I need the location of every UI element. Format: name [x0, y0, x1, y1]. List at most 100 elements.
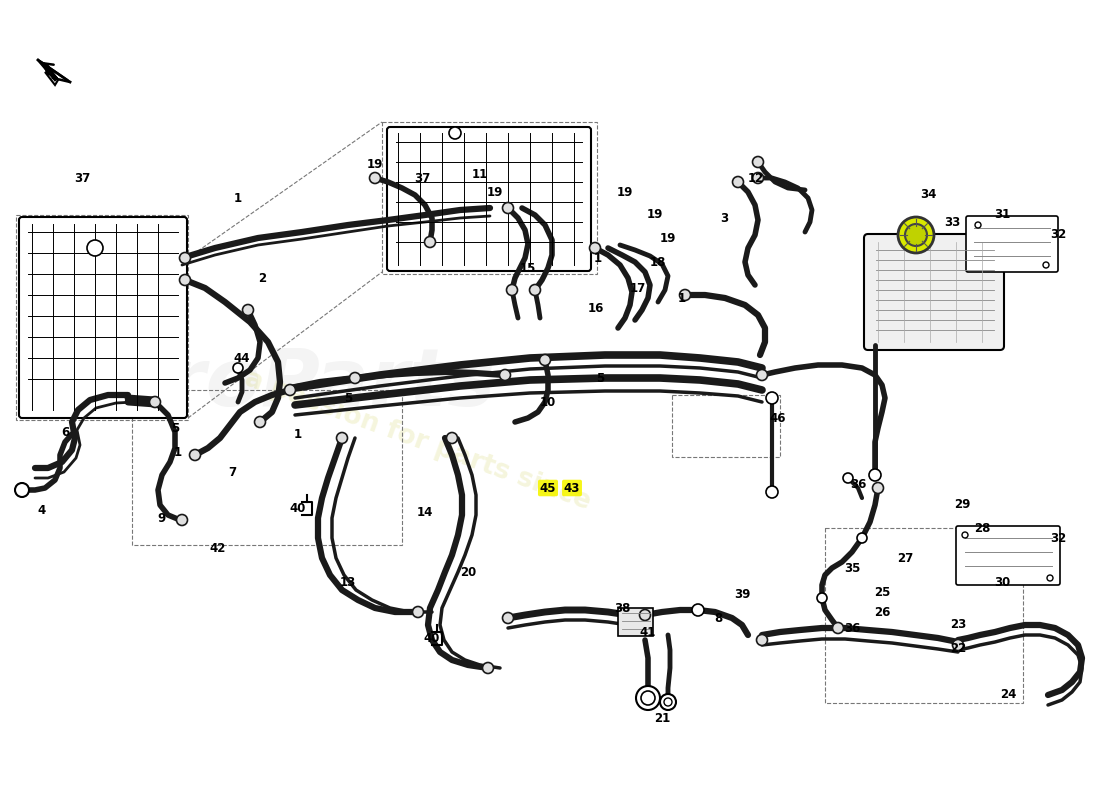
Circle shape	[1043, 262, 1049, 268]
Text: 6: 6	[60, 426, 69, 438]
Text: 31: 31	[994, 209, 1010, 222]
Polygon shape	[39, 60, 58, 85]
Bar	[382, 122, 597, 274]
Text: 37: 37	[414, 171, 430, 185]
Text: 23: 23	[950, 618, 966, 631]
Text: 34: 34	[920, 189, 936, 202]
Text: 45: 45	[540, 482, 557, 494]
Circle shape	[639, 613, 650, 623]
Text: 5: 5	[170, 422, 179, 434]
Text: 28: 28	[974, 522, 990, 534]
Circle shape	[425, 237, 436, 247]
Circle shape	[733, 177, 744, 187]
Circle shape	[503, 202, 514, 214]
Text: 44: 44	[233, 351, 251, 365]
Text: 11: 11	[472, 169, 488, 182]
Text: euroParts: euroParts	[54, 345, 496, 423]
Circle shape	[242, 305, 253, 315]
Circle shape	[189, 450, 200, 461]
Circle shape	[254, 417, 265, 427]
Text: 29: 29	[954, 498, 970, 511]
Circle shape	[680, 290, 691, 301]
Circle shape	[962, 532, 968, 538]
Text: 36: 36	[850, 478, 866, 491]
Text: 19: 19	[487, 186, 503, 198]
Text: 14: 14	[417, 506, 433, 518]
Circle shape	[905, 224, 927, 246]
Text: 5: 5	[344, 391, 352, 405]
Circle shape	[766, 392, 778, 404]
FancyBboxPatch shape	[864, 234, 1004, 350]
Text: 40: 40	[289, 502, 306, 514]
Text: a passion for parts since: a passion for parts since	[241, 365, 595, 515]
Text: 32: 32	[1049, 229, 1066, 242]
Text: 1: 1	[174, 446, 183, 458]
Text: 7: 7	[228, 466, 236, 478]
Circle shape	[176, 514, 187, 526]
Text: 21: 21	[653, 711, 670, 725]
Text: 43: 43	[564, 482, 580, 494]
Text: 37: 37	[74, 171, 90, 185]
Text: 1: 1	[294, 429, 302, 442]
Text: 19: 19	[617, 186, 634, 198]
Text: 32: 32	[1049, 531, 1066, 545]
Circle shape	[412, 606, 424, 618]
Circle shape	[590, 242, 601, 254]
Circle shape	[233, 363, 243, 373]
Text: 22: 22	[950, 642, 966, 654]
Text: 20: 20	[460, 566, 476, 578]
Circle shape	[833, 622, 844, 634]
Circle shape	[757, 370, 768, 381]
Circle shape	[975, 222, 981, 228]
Text: 12: 12	[748, 171, 764, 185]
FancyBboxPatch shape	[956, 526, 1060, 585]
Text: 5: 5	[596, 371, 604, 385]
Circle shape	[692, 604, 704, 616]
Text: 46: 46	[770, 411, 786, 425]
Text: 16: 16	[587, 302, 604, 314]
Text: 36: 36	[844, 622, 860, 634]
Text: 30: 30	[994, 575, 1010, 589]
Circle shape	[660, 694, 676, 710]
FancyBboxPatch shape	[387, 127, 591, 271]
Text: 39: 39	[734, 589, 750, 602]
Circle shape	[499, 370, 510, 381]
Text: 38: 38	[614, 602, 630, 614]
Circle shape	[370, 173, 381, 183]
Circle shape	[636, 686, 660, 710]
Circle shape	[150, 397, 161, 407]
Circle shape	[752, 173, 763, 183]
Text: 2: 2	[257, 271, 266, 285]
Circle shape	[539, 354, 550, 366]
Text: 4: 4	[37, 503, 46, 517]
Bar	[618, 608, 653, 636]
Circle shape	[639, 610, 650, 621]
Circle shape	[337, 433, 348, 443]
Circle shape	[179, 274, 190, 286]
Circle shape	[872, 482, 883, 494]
Circle shape	[757, 634, 768, 646]
Text: 10: 10	[540, 395, 557, 409]
Circle shape	[179, 253, 190, 263]
Text: 26: 26	[873, 606, 890, 618]
FancyBboxPatch shape	[19, 217, 187, 418]
Text: 19: 19	[660, 231, 676, 245]
Circle shape	[766, 486, 778, 498]
Bar	[825, 528, 1023, 703]
Text: 15: 15	[520, 262, 536, 274]
Text: 17: 17	[630, 282, 646, 294]
Circle shape	[752, 157, 763, 167]
Circle shape	[641, 691, 654, 705]
Circle shape	[447, 433, 458, 443]
Text: 33: 33	[944, 215, 960, 229]
Text: 19: 19	[647, 209, 663, 222]
Circle shape	[483, 662, 494, 674]
Text: 19: 19	[366, 158, 383, 171]
Bar	[672, 395, 780, 457]
Text: 9: 9	[158, 511, 166, 525]
Circle shape	[350, 373, 361, 383]
Circle shape	[664, 698, 672, 706]
Circle shape	[503, 613, 514, 623]
Text: 13: 13	[340, 575, 356, 589]
Circle shape	[843, 473, 852, 483]
